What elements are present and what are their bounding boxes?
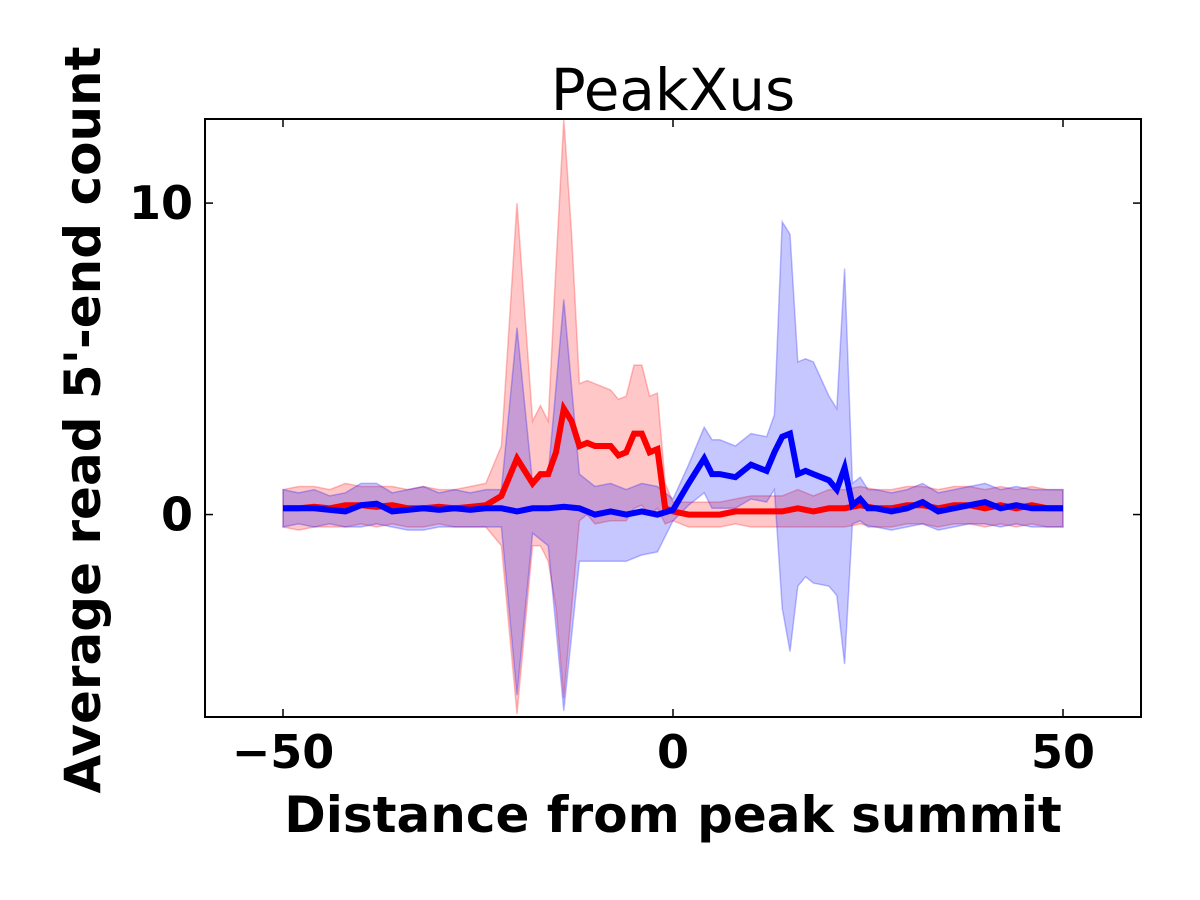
series-2-band	[282, 219, 1064, 711]
x-tick-label: 0	[657, 725, 689, 779]
y-tick-label: 10	[129, 176, 193, 230]
series-lines	[283, 400, 1063, 518]
series-2-line	[283, 429, 1063, 518]
series-1-band	[282, 119, 1064, 714]
plot-frame	[204, 118, 1142, 718]
chart-title: PeakXus	[551, 56, 795, 124]
confidence-bands	[282, 119, 1064, 714]
axis-ticks: −50 0 50 0 10	[129, 119, 1141, 779]
x-tick-label: −50	[232, 725, 335, 779]
y-axis-label: Average read 5'-end count	[54, 46, 112, 793]
y-tick-label: 0	[161, 488, 193, 542]
x-tick-label: 50	[1031, 725, 1095, 779]
x-axis-label: Distance from peak summit	[284, 786, 1062, 844]
